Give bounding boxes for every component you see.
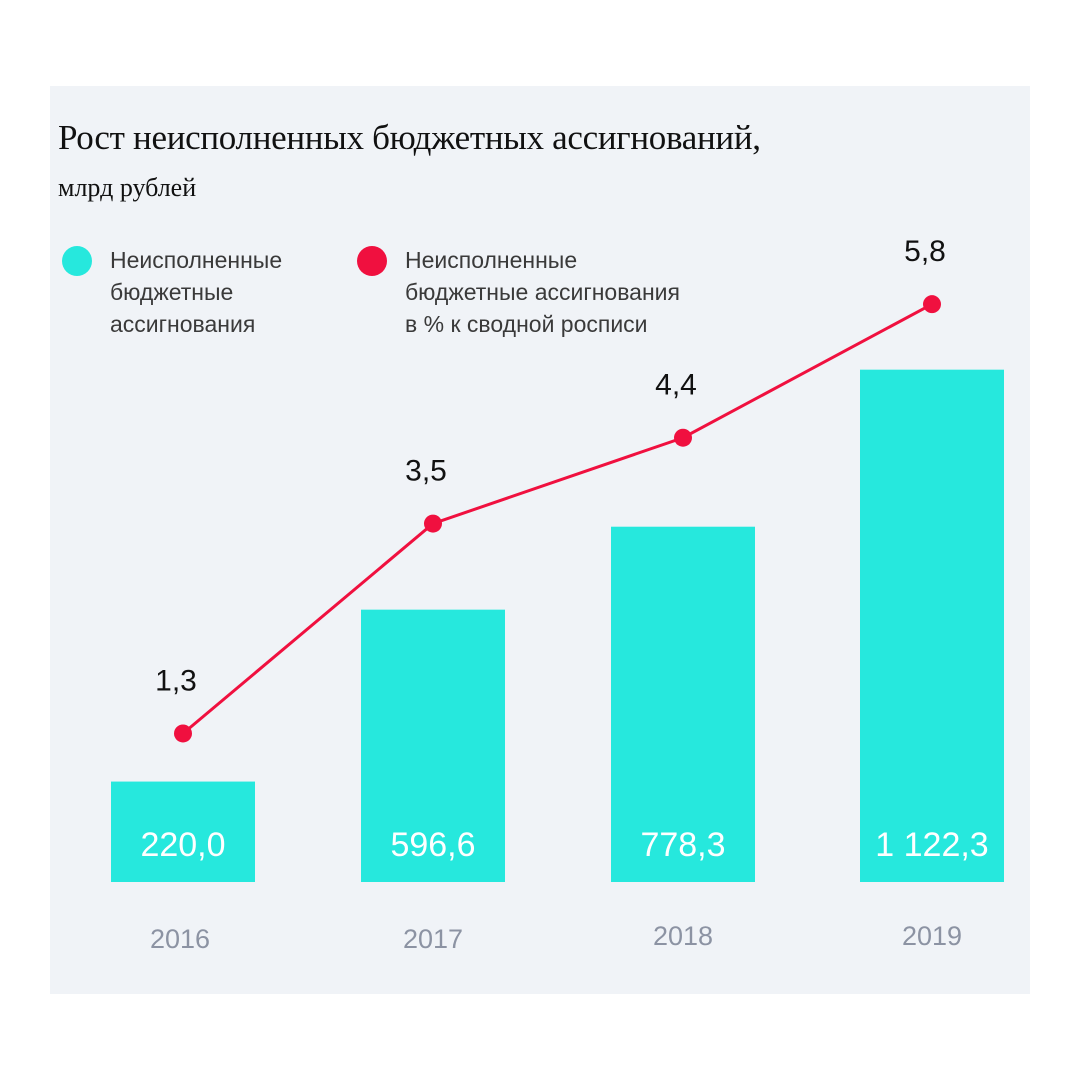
bar-2018 — [611, 526, 755, 882]
bar-2019 — [860, 369, 1004, 882]
line-series — [182, 302, 933, 735]
legend-marker-line — [357, 246, 387, 276]
line-point-2017 — [424, 514, 442, 533]
line-label-2018: 4,4 — [655, 369, 697, 402]
legend-marker-bars — [62, 246, 92, 276]
x-tick-2019: 2019 — [902, 921, 962, 951]
line-point-2018 — [674, 428, 692, 447]
legend-label-bars: Неисполненные бюджетные ассигнования — [110, 247, 283, 337]
legend-item-bars: Неисполненные бюджетные ассигнования — [62, 244, 282, 340]
x-tick-2017: 2017 — [403, 924, 463, 954]
bar-2016 — [111, 781, 255, 882]
line-label-2017: 3,5 — [405, 455, 447, 488]
chart-title: Рост неисполненных бюджетных ассигновани… — [58, 118, 761, 157]
chart-subtitle: млрд рублей — [58, 173, 197, 202]
line-label-2019: 5,8 — [904, 235, 946, 268]
x-tick-2018: 2018 — [653, 921, 713, 951]
legend-item-line: Неисполненные бюджетные ассигнования в %… — [357, 244, 680, 340]
line-point-2019 — [923, 295, 941, 314]
bar-label-2017: 596,6 — [390, 826, 475, 864]
x-tick-2016: 2016 — [150, 924, 210, 954]
legend-label-line: Неисполненные бюджетные ассигнования в %… — [405, 247, 680, 337]
bar-label-2018: 778,3 — [640, 826, 725, 864]
bar-label-2016: 220,0 — [140, 826, 225, 864]
bar-2017 — [361, 609, 505, 882]
bar-label-2019: 1 122,3 — [875, 826, 988, 864]
line-point-2016 — [174, 724, 192, 743]
line-label-2016: 1,3 — [155, 664, 197, 697]
